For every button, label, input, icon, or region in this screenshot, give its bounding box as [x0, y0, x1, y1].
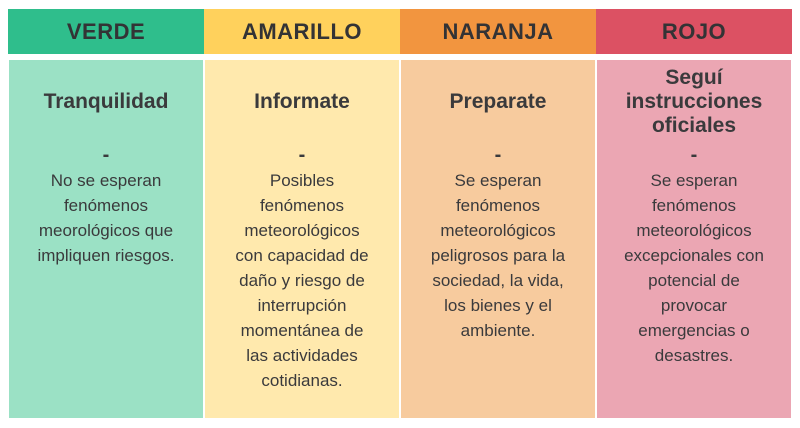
- alert-level-title: Informate: [254, 90, 350, 113]
- column-header-verde: VERDE: [8, 9, 204, 54]
- separator-dash: -: [298, 144, 306, 166]
- alert-title-area: Preparate: [407, 60, 589, 144]
- column-body-amarillo: Informate - Posibles fenómenos meteoroló…: [205, 60, 399, 418]
- column-header-amarillo: AMARILLO: [204, 9, 400, 54]
- separator-dash: -: [690, 144, 698, 166]
- alert-title-area: Informate: [211, 60, 393, 144]
- alert-column-amarillo: AMARILLO Informate - Posibles fenómenos …: [204, 9, 400, 418]
- alert-title-area: Tranquilidad: [15, 60, 197, 144]
- column-body-naranja: Preparate - Se esperan fenómenos meteoro…: [401, 60, 595, 418]
- alert-level-description: Se esperan fenómenos meteorológicos peli…: [430, 171, 566, 340]
- column-header-rojo: ROJO: [596, 9, 792, 54]
- alert-level-title: Seguí instrucciones oficiales: [625, 66, 763, 137]
- separator-dash: -: [102, 144, 110, 166]
- alert-title-area: Seguí instrucciones oficiales: [603, 60, 785, 144]
- alert-level-description: Se esperan fenómenos meteorológicos exce…: [624, 171, 764, 365]
- alert-column-verde: VERDE Tranquilidad - No se esperan fenóm…: [8, 9, 204, 418]
- alert-column-rojo: ROJO Seguí instrucciones oficiales - Se …: [596, 9, 792, 418]
- column-body-verde: Tranquilidad - No se esperan fenómenos m…: [9, 60, 203, 418]
- alert-level-title: Tranquilidad: [43, 90, 169, 113]
- alert-table: VERDE Tranquilidad - No se esperan fenóm…: [8, 9, 792, 418]
- alert-column-naranja: NARANJA Preparate - Se esperan fenómenos…: [400, 9, 596, 418]
- alert-level-title: Preparate: [449, 90, 547, 113]
- column-header-naranja: NARANJA: [400, 9, 596, 54]
- column-body-rojo: Seguí instrucciones oficiales - Se esper…: [597, 60, 791, 418]
- separator-dash: -: [494, 144, 502, 166]
- alert-level-description: Posibles fenómenos meteorológicos con ca…: [235, 171, 369, 390]
- alert-level-description: No se esperan fenómenos meorológicos que…: [37, 171, 175, 265]
